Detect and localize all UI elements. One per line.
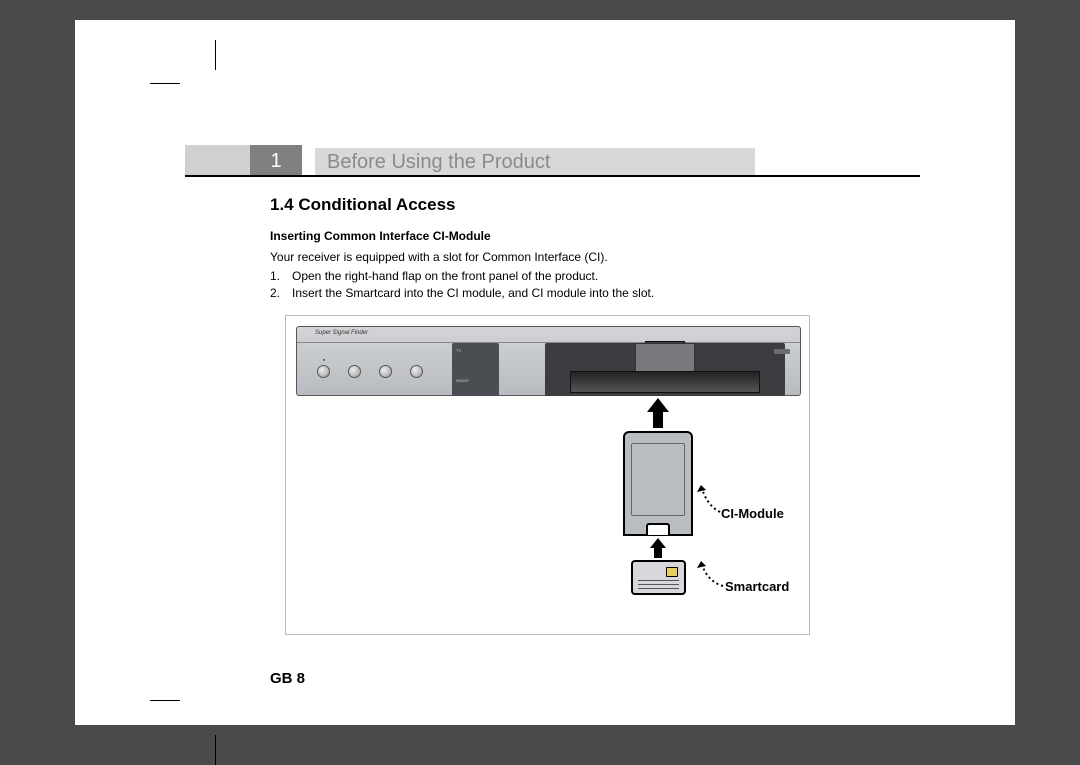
receiver-device: Super Signal Finder ● TV RADIO [296, 326, 801, 396]
insertion-diagram: Super Signal Finder ● TV RADIO [285, 315, 810, 635]
crop-mark [215, 735, 216, 765]
content-block: 1.4 Conditional Access Inserting Common … [270, 195, 860, 301]
crop-mark [215, 40, 216, 70]
knob-icon [348, 365, 361, 378]
step-item: 2.Insert the Smartcard into the CI modul… [270, 285, 860, 302]
ci-slot-area [545, 343, 785, 396]
slot-opening [570, 371, 760, 393]
chapter-title: Before Using the Product [315, 148, 755, 177]
smartcard-graphic [631, 560, 686, 595]
crop-mark [150, 700, 180, 701]
step-text: Insert the Smartcard into the CI module,… [292, 286, 654, 300]
section-heading: 1.4 Conditional Access [270, 195, 860, 215]
step-item: 1.Open the right-hand flap on the front … [270, 268, 860, 285]
step-list: 1.Open the right-hand flap on the front … [270, 268, 860, 302]
page-footer: GB 8 [270, 670, 305, 687]
chapter-rule [185, 175, 920, 177]
intro-text: Your receiver is equipped with a slot fo… [270, 249, 860, 266]
chapter-number-box: 1 [250, 145, 302, 177]
crop-mark [150, 83, 180, 84]
ci-module-label: CI-Module [721, 506, 784, 521]
insert-arrow-icon [647, 398, 669, 428]
ci-module-graphic [623, 431, 693, 536]
manual-page: 1 Before Using the Product 1.4 Condition… [75, 20, 1015, 725]
knob-icon [379, 365, 392, 378]
mid-panel: TV RADIO [452, 343, 499, 396]
chapter-header-bar: 1 Before Using the Product [185, 145, 920, 177]
insert-arrow-icon [650, 538, 666, 558]
knob-icon [410, 365, 423, 378]
knob-row [317, 365, 423, 378]
sub-heading: Inserting Common Interface CI-Module [270, 229, 860, 243]
smartcard-label: Smartcard [725, 579, 789, 594]
knob-labels: ● [317, 357, 427, 362]
chapter-spacer [185, 145, 250, 177]
led-indicator [774, 349, 790, 354]
knob-icon [317, 365, 330, 378]
step-text: Open the right-hand flap on the front pa… [292, 269, 598, 283]
brand-label: Super Signal Finder [315, 330, 368, 336]
chip-icon [666, 567, 678, 577]
callout-arrow-icon [698, 556, 728, 596]
